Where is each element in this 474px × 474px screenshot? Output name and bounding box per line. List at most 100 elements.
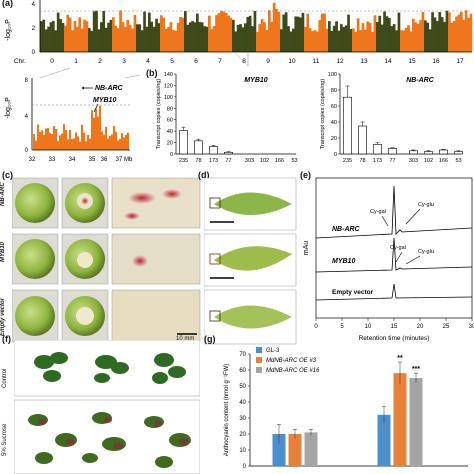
manhattan-column — [407, 25, 410, 52]
zoom-column — [121, 133, 124, 150]
manhattan-column — [56, 12, 60, 52]
hplc-chromatogram: mAu 0 5 10 15 20 25 30 Retention time (minutes… — [303, 177, 474, 342]
g-legend-label: MdNB-ARC OE #16 — [266, 368, 320, 374]
g-legend-swatch — [256, 367, 262, 373]
zoom-column — [37, 124, 40, 150]
zoom-xtick: 37 Mb — [116, 157, 133, 163]
b-bar — [209, 146, 218, 155]
trace-label: NB-ARC — [332, 226, 361, 233]
manhattan-column — [40, 21, 43, 52]
leaf-image — [214, 192, 292, 215]
manhattan-column — [236, 24, 240, 52]
manhattan-column — [116, 28, 120, 52]
manhattan-column — [460, 11, 463, 52]
manhattan-column — [400, 30, 403, 52]
manhattan-column — [244, 23, 247, 52]
zoom-column — [107, 138, 110, 150]
manhattan-column — [140, 30, 144, 52]
manhattan-column — [100, 22, 103, 52]
g-ytick: 20 — [239, 432, 246, 438]
chr-tick-label: 1 — [74, 58, 78, 65]
e-xtick: 25 — [443, 324, 450, 330]
manhattan-column — [44, 29, 48, 52]
zoom-label-nbarc: NB-ARC — [95, 85, 124, 92]
manhattan-column — [256, 31, 259, 52]
g-ylabel: Anthocyanin content (nmol g⁻¹FW) — [224, 364, 230, 457]
g-ytick: 0 — [243, 464, 247, 470]
b-ytick: 40 — [331, 120, 337, 126]
leaf-image — [214, 246, 292, 271]
manhattan-column — [344, 25, 348, 52]
manhattan-column — [145, 26, 149, 52]
manhattan-column — [90, 30, 94, 52]
trace-label: MYB10 — [332, 258, 355, 265]
manhattan-column — [198, 22, 202, 52]
manhattan-column — [335, 21, 338, 52]
manhattan-column — [80, 28, 84, 52]
zoom-column — [127, 132, 130, 150]
manhattan-column — [251, 26, 254, 52]
zoom-column — [77, 136, 80, 150]
manhattan-column — [224, 13, 228, 53]
manhattan-column — [371, 31, 374, 52]
chr-tick-label: 12 — [336, 58, 344, 65]
trace-empty — [315, 283, 473, 301]
chr-tick-label: 8 — [242, 58, 246, 65]
zoom-xtick: 33 — [49, 157, 56, 163]
zoom-column — [51, 134, 54, 150]
manhattan-column — [203, 26, 206, 52]
manhattan-column — [450, 22, 454, 52]
manhattan-column — [385, 16, 389, 52]
manhattan-column — [419, 20, 422, 52]
chr-tick-label: 5 — [170, 58, 174, 65]
manhattan-column — [296, 16, 300, 52]
c-row-label: NB-ARC — [0, 182, 6, 206]
e-ylabel: mAu — [303, 241, 310, 256]
zoom-ytick: 8 — [25, 78, 29, 84]
seedling-photos — [14, 340, 200, 474]
g-legend-swatch — [256, 347, 262, 353]
zoom-column — [85, 141, 88, 150]
g-bar — [393, 373, 407, 466]
a-ylabel: -log₁₀P — [5, 19, 12, 41]
manhattan-column — [436, 21, 439, 52]
b-bar — [343, 96, 352, 155]
manhattan-column — [356, 18, 360, 52]
manhattan-column — [277, 11, 281, 53]
manhattan-column — [212, 26, 216, 52]
manhattan-column — [246, 16, 250, 52]
e-xlabel: Retention time (minutes) — [359, 335, 430, 342]
a-ytick: 4 — [32, 2, 36, 8]
zoom-column — [89, 138, 92, 150]
b-ytick: 80 — [331, 88, 337, 94]
manhattan-column — [193, 22, 197, 52]
manhattan-column — [52, 20, 55, 52]
manhattan-column — [280, 29, 283, 52]
manhattan-column — [457, 14, 461, 53]
manhattan-column — [220, 10, 223, 52]
manhattan-column — [359, 30, 362, 52]
manhattan-column — [404, 27, 408, 52]
chr-tick-label: 2 — [98, 58, 102, 65]
zoom-column — [115, 131, 118, 150]
manhattan-column — [78, 17, 82, 52]
manhattan-column — [210, 29, 214, 52]
manhattan-column — [136, 24, 139, 52]
chr-tick-label: 10 — [288, 58, 296, 65]
manhattan-column — [426, 22, 430, 52]
zoom-column — [91, 110, 94, 150]
e-xtick: 20 — [417, 324, 424, 330]
manhattan-column — [85, 21, 89, 52]
manhattan-column — [121, 22, 125, 52]
manhattan-column — [378, 15, 382, 52]
chr-tick-label: 13 — [360, 58, 368, 65]
manhattan-column — [109, 19, 113, 52]
b-title: MYB10 — [244, 77, 267, 84]
panel-c-letter: (c) — [2, 170, 13, 180]
manhattan-column — [54, 30, 58, 52]
manhattan-column — [342, 26, 346, 52]
manhattan-column — [102, 10, 106, 52]
f-row-label: 5% Sucrose — [2, 423, 8, 456]
manhattan-column — [176, 22, 180, 52]
b-ytick: 60 — [331, 104, 337, 110]
